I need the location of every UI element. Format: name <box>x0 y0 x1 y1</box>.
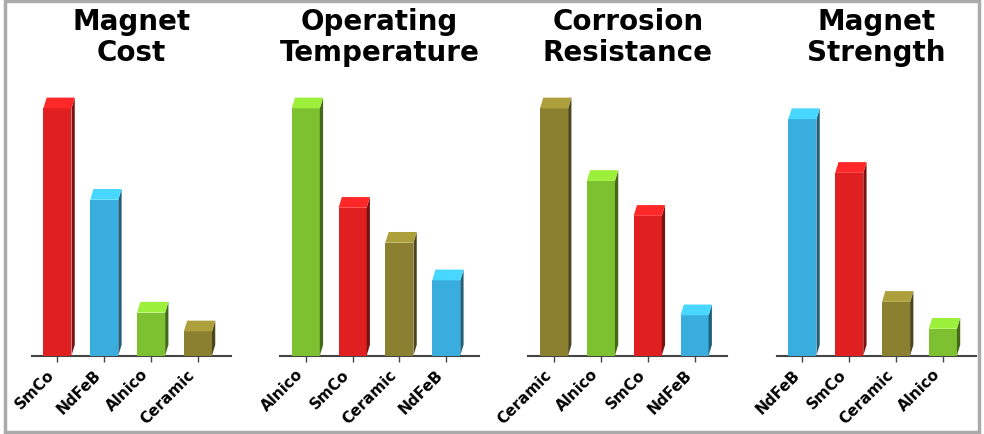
Polygon shape <box>681 305 711 316</box>
Polygon shape <box>882 291 913 302</box>
Polygon shape <box>662 206 665 356</box>
Polygon shape <box>91 190 122 200</box>
Polygon shape <box>461 270 463 356</box>
Bar <box>184 332 212 356</box>
Polygon shape <box>568 99 572 356</box>
Polygon shape <box>929 318 960 329</box>
Bar <box>386 243 413 356</box>
Title: Corrosion
Resistance: Corrosion Resistance <box>543 8 712 66</box>
Polygon shape <box>863 163 867 356</box>
Title: Magnet
Cost: Magnet Cost <box>72 8 190 66</box>
Polygon shape <box>615 171 618 356</box>
Bar <box>91 200 118 356</box>
Bar <box>882 302 910 356</box>
Polygon shape <box>184 321 215 332</box>
Polygon shape <box>788 109 820 120</box>
Bar <box>43 109 72 356</box>
Polygon shape <box>910 291 913 356</box>
Polygon shape <box>634 206 665 217</box>
Polygon shape <box>338 197 370 208</box>
Bar <box>835 174 863 356</box>
Bar <box>137 313 165 356</box>
Polygon shape <box>586 171 618 181</box>
Bar <box>540 109 568 356</box>
Polygon shape <box>367 197 370 356</box>
Title: Operating
Temperature: Operating Temperature <box>279 8 479 66</box>
Polygon shape <box>212 321 215 356</box>
Polygon shape <box>432 270 463 281</box>
Bar <box>788 120 817 356</box>
Polygon shape <box>72 99 75 356</box>
Bar <box>929 329 956 356</box>
Polygon shape <box>320 99 323 356</box>
Polygon shape <box>137 302 168 313</box>
Polygon shape <box>43 99 75 109</box>
Polygon shape <box>708 305 711 356</box>
Polygon shape <box>817 109 820 356</box>
Polygon shape <box>540 99 572 109</box>
Polygon shape <box>835 163 867 174</box>
Bar <box>432 281 461 356</box>
Polygon shape <box>165 302 168 356</box>
Polygon shape <box>291 99 323 109</box>
Bar <box>338 208 367 356</box>
Polygon shape <box>413 233 417 356</box>
Polygon shape <box>386 233 417 243</box>
Polygon shape <box>118 190 122 356</box>
Bar <box>291 109 320 356</box>
Bar <box>634 217 662 356</box>
Title: Magnet
Strength: Magnet Strength <box>807 8 946 66</box>
Bar <box>586 181 615 356</box>
Bar <box>681 316 708 356</box>
Polygon shape <box>956 318 960 356</box>
